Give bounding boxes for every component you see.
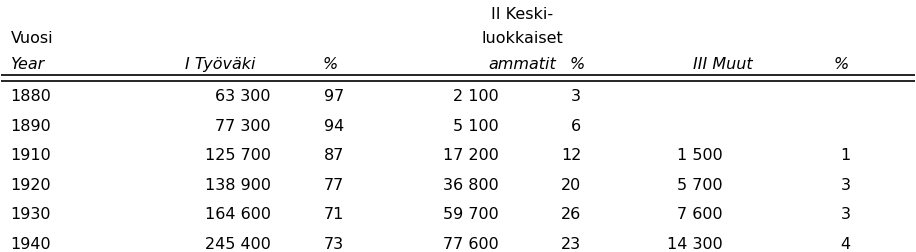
Text: 6: 6 xyxy=(572,119,582,134)
Text: 5 700: 5 700 xyxy=(677,178,723,193)
Text: 12: 12 xyxy=(561,148,582,163)
Text: 2 100: 2 100 xyxy=(453,89,499,104)
Text: %: % xyxy=(834,57,849,72)
Text: 1910: 1910 xyxy=(10,148,51,163)
Text: 71: 71 xyxy=(323,207,344,222)
Text: 77 600: 77 600 xyxy=(443,237,499,251)
Text: 77 300: 77 300 xyxy=(215,119,271,134)
Text: 77: 77 xyxy=(323,178,344,193)
Text: 1880: 1880 xyxy=(10,89,51,104)
Text: II Keski-: II Keski- xyxy=(491,7,553,22)
Text: 3: 3 xyxy=(841,207,851,222)
Text: 87: 87 xyxy=(323,148,344,163)
Text: 138 900: 138 900 xyxy=(205,178,271,193)
Text: 1930: 1930 xyxy=(10,207,51,222)
Text: 1940: 1940 xyxy=(10,237,51,251)
Text: 14 300: 14 300 xyxy=(667,237,723,251)
Text: 1920: 1920 xyxy=(10,178,51,193)
Text: 3: 3 xyxy=(572,89,582,104)
Text: 73: 73 xyxy=(323,237,344,251)
Text: 17 200: 17 200 xyxy=(443,148,499,163)
Text: 1 500: 1 500 xyxy=(677,148,723,163)
Text: Vuosi: Vuosi xyxy=(10,31,53,46)
Text: 63 300: 63 300 xyxy=(215,89,271,104)
Text: 125 700: 125 700 xyxy=(205,148,271,163)
Text: 23: 23 xyxy=(562,237,582,251)
Text: 26: 26 xyxy=(561,207,582,222)
Text: 4: 4 xyxy=(841,237,851,251)
Text: III Muut: III Muut xyxy=(693,57,753,72)
Text: 1890: 1890 xyxy=(10,119,51,134)
Text: I Työväki: I Työväki xyxy=(185,57,256,72)
Text: 164 600: 164 600 xyxy=(205,207,271,222)
Text: %: % xyxy=(569,57,584,72)
Text: 20: 20 xyxy=(561,178,582,193)
Text: 3: 3 xyxy=(841,178,851,193)
Text: 94: 94 xyxy=(323,119,344,134)
Text: 97: 97 xyxy=(323,89,344,104)
Text: 7 600: 7 600 xyxy=(677,207,723,222)
Text: Year: Year xyxy=(10,57,45,72)
Text: ammatit: ammatit xyxy=(488,57,556,72)
Text: luokkaiset: luokkaiset xyxy=(481,31,562,46)
Text: 1: 1 xyxy=(841,148,851,163)
Text: 245 400: 245 400 xyxy=(205,237,271,251)
Text: 5 100: 5 100 xyxy=(453,119,499,134)
Text: 36 800: 36 800 xyxy=(443,178,499,193)
Text: 59 700: 59 700 xyxy=(443,207,499,222)
Text: %: % xyxy=(322,57,338,72)
